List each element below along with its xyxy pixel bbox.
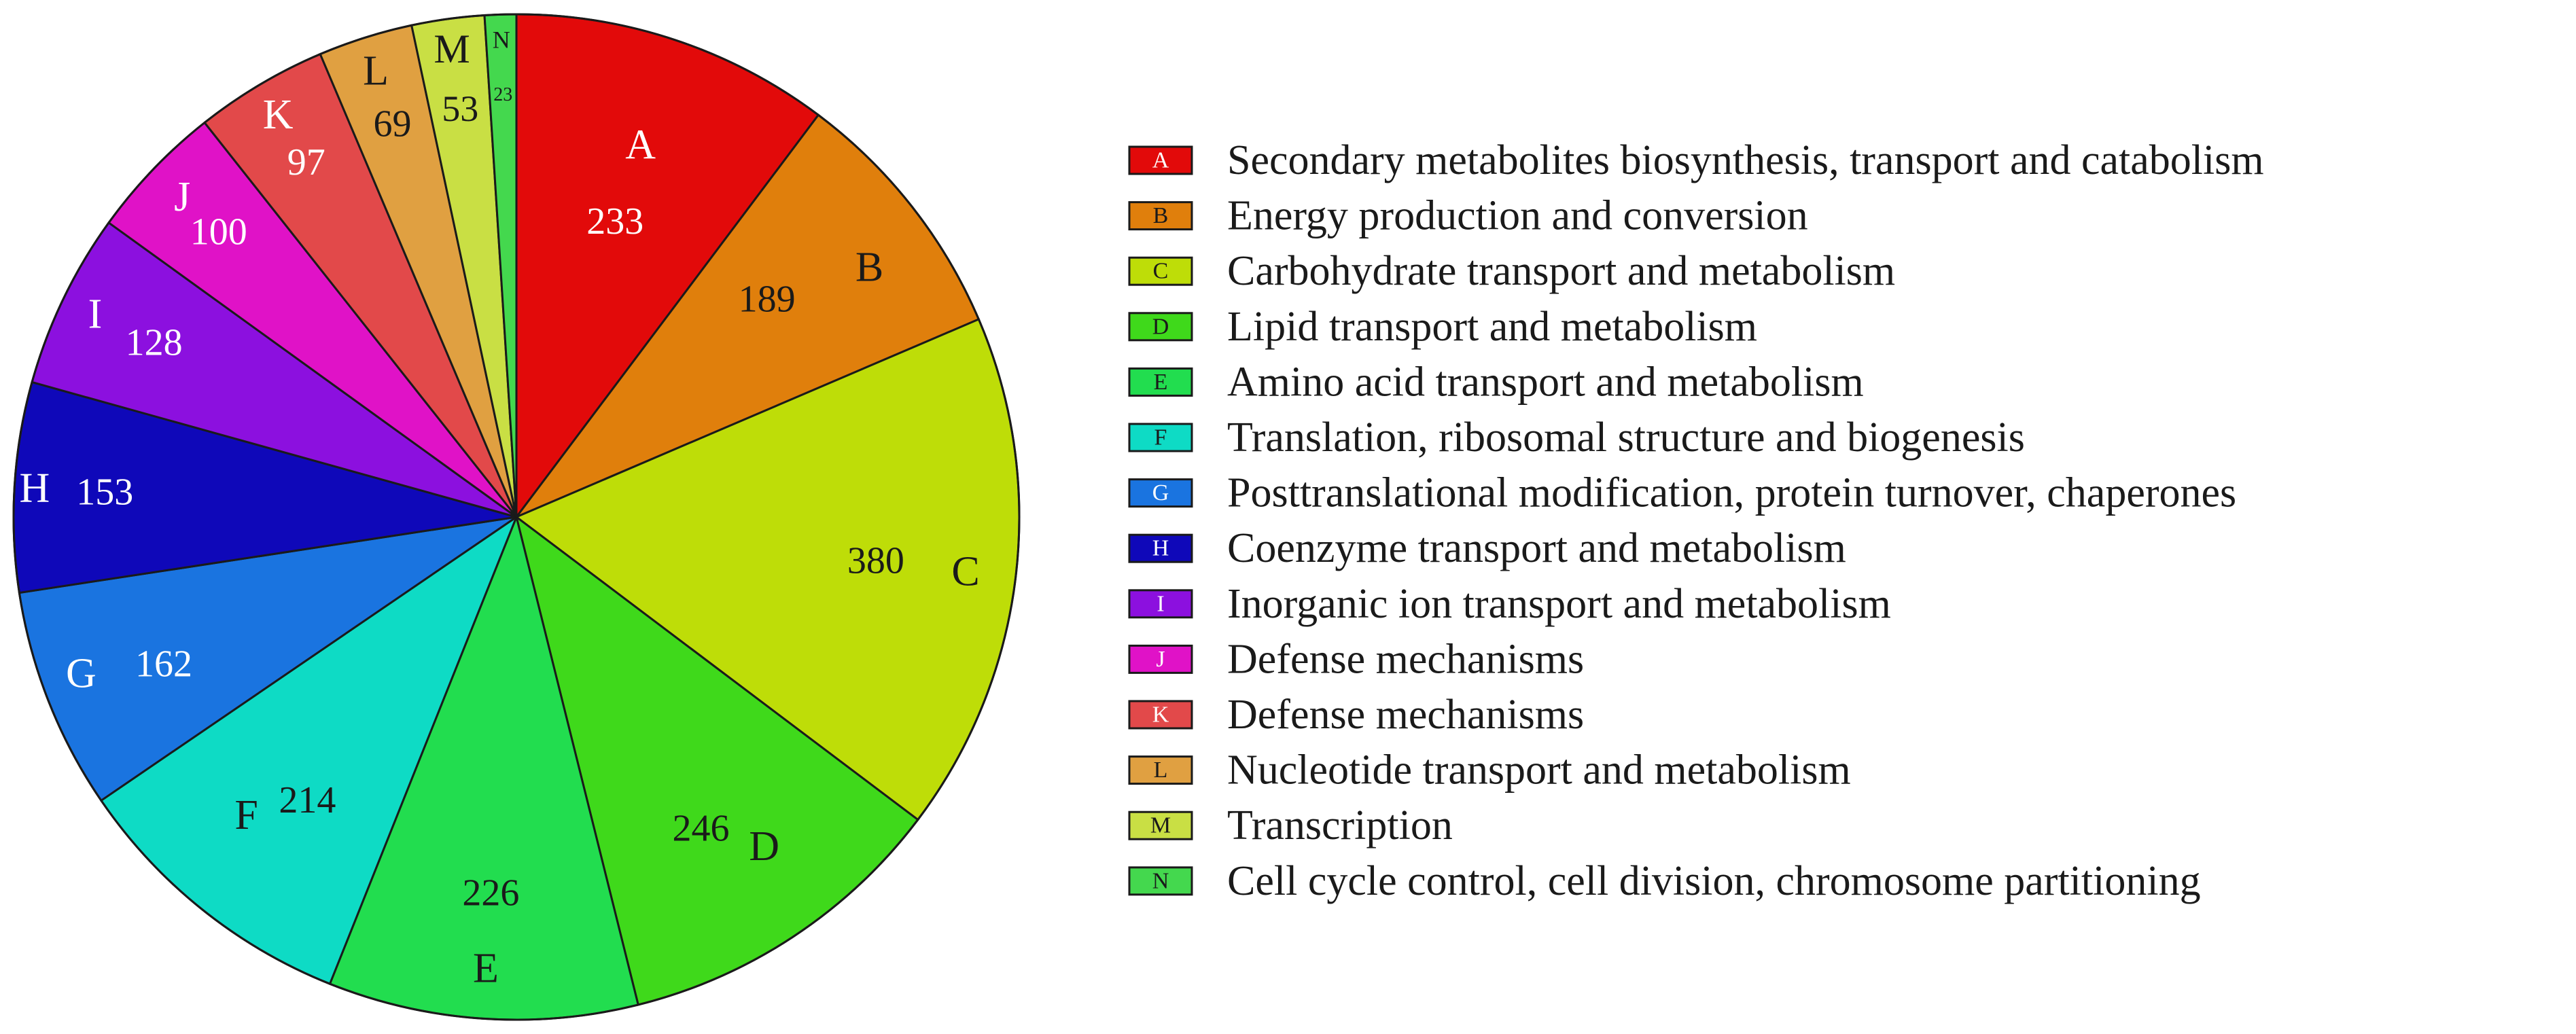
legend-item-c: C Carbohydrate transport and metabolism (1128, 248, 1895, 294)
legend-swatch-letter: N (1152, 868, 1169, 893)
slice-value-a: 233 (586, 200, 643, 243)
legend-item-l: L Nucleotide transport and metabolism (1128, 747, 1851, 794)
slice-letter-d: D (749, 823, 779, 870)
slice-value-e: 226 (462, 872, 519, 914)
slice-letter-j: J (174, 174, 190, 220)
legend-item-a: A Secondary metabolites biosynthesis, tra… (1128, 137, 2264, 183)
legend-label: Transcription (1227, 802, 1453, 849)
legend-swatch-letter: G (1152, 480, 1169, 505)
legend-swatch-n (1128, 866, 1193, 896)
legend-item-g: G Posttranslational modification, protein… (1128, 470, 2236, 516)
slice-value-h: 153 (76, 471, 133, 514)
legend-label: Secondary metabolites biosynthesis, tran… (1227, 137, 2264, 183)
legend-item-k: K Defense mechanisms (1128, 692, 1584, 738)
slice-value-m: 53 (442, 88, 478, 129)
legend-swatch-e (1128, 367, 1193, 397)
legend-swatch-letter: L (1154, 757, 1168, 783)
slice-value-i: 128 (126, 321, 183, 363)
legend-item-i: I Inorganic ion transport and metabolism (1128, 581, 1891, 627)
legend-label: Inorganic ion transport and metabolism (1227, 581, 1891, 627)
legend-swatch-m (1128, 810, 1193, 840)
legend-swatch-letter: D (1152, 314, 1169, 339)
legend-item-j: J Defense mechanisms (1128, 636, 1584, 682)
slice-letter-m: M (434, 26, 470, 71)
slice-letter-i: I (88, 291, 103, 338)
legend-swatch-h (1128, 533, 1193, 563)
slice-value-n: 23 (493, 84, 512, 105)
legend-label: Amino acid transport and metabolism (1227, 359, 1864, 405)
legend-item-b: B Energy production and conversion (1128, 193, 1808, 239)
legend-label: Lipid transport and metabolism (1227, 304, 1757, 350)
legend-swatch-j (1128, 644, 1193, 674)
slice-value-b: 189 (739, 279, 796, 321)
legend-item-h: H Coenzyme transport and metabolism (1128, 525, 1846, 571)
legend-label: Defense mechanisms (1227, 692, 1584, 738)
slice-letter-k: K (263, 92, 294, 138)
legend-swatch-l (1128, 755, 1193, 785)
legend-label: Nucleotide transport and metabolism (1227, 747, 1851, 794)
pie-chart: A 233 B 189 C 380 D 246 E 226 F 214 G 162 H 153 I 128 J100… (12, 13, 1021, 1021)
slice-letter-c: C (951, 548, 979, 594)
slice-letter-a: A (625, 122, 656, 168)
slice-letter-b: B (855, 245, 883, 291)
slice-value-g: 162 (135, 643, 192, 685)
legend-swatch-c (1128, 256, 1193, 286)
legend-swatch-letter: F (1154, 425, 1167, 450)
legend-swatch-b (1128, 201, 1193, 231)
slice-letter-h: H (20, 465, 50, 511)
legend-swatch-letter: C (1153, 259, 1169, 284)
legend: A Secondary metabolites biosynthesis, tra… (1128, 137, 2264, 904)
slice-letter-e: E (473, 946, 499, 992)
legend-item-m: M Transcription (1128, 802, 1453, 849)
legend-swatch-k (1128, 700, 1193, 730)
legend-swatch-letter: H (1152, 536, 1169, 561)
legend-swatch-letter: J (1156, 647, 1165, 672)
legend-swatch-d (1128, 312, 1193, 342)
legend-swatch-i (1128, 589, 1193, 619)
legend-item-f: F Translation, ribosomal structure and bi… (1128, 414, 2025, 461)
legend-swatch-letter: K (1152, 702, 1169, 728)
legend-label: Posttranslational modification, protein … (1227, 470, 2236, 516)
legend-swatch-f (1128, 423, 1193, 452)
legend-swatch-letter: A (1152, 148, 1169, 173)
legend-swatch-letter: M (1150, 813, 1171, 838)
slice-value-c: 380 (847, 539, 904, 582)
pie-outline (12, 13, 1021, 1021)
slice-value-j: 100 (190, 211, 247, 253)
slice-letter-n: N (493, 26, 510, 53)
legend-label: Coenzyme transport and metabolism (1227, 525, 1846, 571)
legend-label: Translation, ribosomal structure and bio… (1227, 414, 2025, 461)
legend-label: Defense mechanisms (1227, 636, 1584, 682)
slice-value-f: 214 (279, 779, 336, 821)
legend-label: Energy production and conversion (1227, 193, 1808, 239)
legend-item-n: N Cell cycle control, cell division, chro… (1128, 858, 2201, 904)
slice-value-d: 246 (673, 807, 730, 849)
slice-letter-f: F (234, 792, 258, 838)
legend-item-e: E Amino acid transport and metabolism (1128, 359, 1864, 405)
legend-item-d: D Lipid transport and metabolism (1128, 304, 1757, 350)
legend-swatch-letter: I (1157, 591, 1164, 616)
legend-label: Carbohydrate transport and metabolism (1227, 248, 1895, 294)
slice-letter-l: L (363, 48, 389, 94)
slice-letter-g: G (66, 650, 96, 696)
slice-value-k: 97 (287, 141, 325, 183)
legend-swatch-a (1128, 145, 1193, 175)
legend-swatch-g (1128, 478, 1193, 508)
legend-swatch-letter: B (1153, 203, 1169, 228)
legend-label: Cell cycle control, cell division, chrom… (1227, 858, 2201, 904)
slice-value-l: 69 (374, 103, 412, 145)
legend-swatch-letter: E (1154, 370, 1168, 395)
